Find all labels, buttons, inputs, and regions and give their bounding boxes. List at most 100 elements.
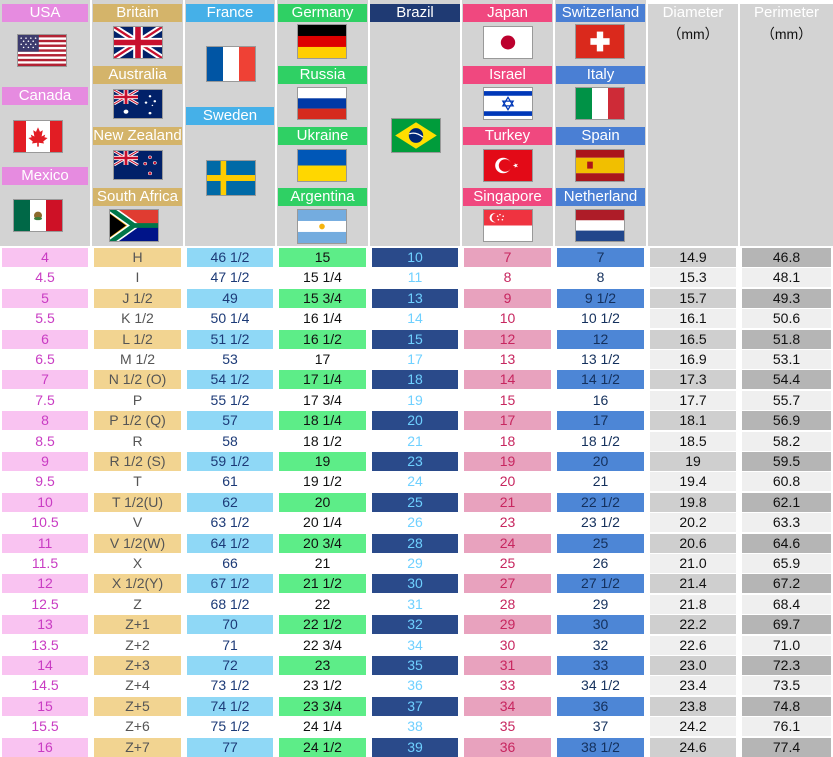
table-row: 15.5 Z+6 75 1/2 24 1/4 38 35 37 24.2 76.1 [0, 717, 833, 737]
header-usa: USA [2, 4, 88, 22]
table-row: 15 Z+5 74 1/2 23 3/4 37 34 36 23.8 74.8 [0, 696, 833, 717]
table-row: 6.5 M 1/2 53 17 17 13 13 1/2 16.9 53.1 [0, 350, 833, 370]
switzerland-size-cell: 29 [557, 594, 644, 614]
germany-size-cell: 15 1/4 [279, 268, 366, 288]
japan-size-cell: 9 [464, 288, 551, 308]
perimeter-cell: 62.1 [742, 492, 831, 512]
header-sweden: Sweden [186, 107, 274, 125]
header-germany: Germany [278, 4, 367, 22]
header-italy: Italy [556, 66, 645, 84]
diameter-cell: 23.0 [650, 656, 736, 675]
ukraine-flag-icon [297, 149, 347, 182]
france-size-cell: 74 1/2 [187, 696, 273, 716]
diameter-cell: 24.2 [650, 717, 736, 737]
us-size-cell: 15 [2, 696, 88, 716]
perimeter-cell: 48.1 [742, 268, 831, 288]
table-row: 6 L 1/2 51 1/2 16 1/2 15 12 12 16.5 51.8 [0, 329, 833, 350]
brazil-size-cell: 39 [372, 737, 458, 757]
perimeter-cell: 74.8 [742, 696, 831, 716]
brazil-size-cell: 25 [372, 492, 458, 512]
france-size-cell: 72 [187, 656, 273, 675]
header-israel: Israel [463, 66, 552, 84]
singapore-flag-icon [483, 209, 533, 242]
perimeter-cell: 51.8 [742, 329, 831, 349]
perimeter-cell: 58.2 [742, 431, 831, 451]
britain-size-cell: T 1/2(U) [94, 492, 181, 512]
japan-size-cell: 14 [464, 370, 551, 390]
germany-size-cell: 18 1/4 [279, 411, 366, 431]
switzerland-size-cell: 33 [557, 656, 644, 675]
us-size-cell: 7.5 [2, 390, 88, 410]
table-row: 5 J 1/2 49 15 3/4 13 9 9 1/2 15.7 49.3 [0, 288, 833, 309]
header-canada: Canada [2, 87, 88, 105]
header-group-usa: USA Canada Mexico [0, 0, 90, 246]
japan-size-cell: 12 [464, 329, 551, 349]
germany-size-cell: 22 [279, 594, 366, 614]
germany-size-cell: 18 1/2 [279, 431, 366, 451]
japan-size-cell: 8 [464, 268, 551, 288]
britain-size-cell: Z+7 [94, 737, 181, 757]
france-size-cell: 63 1/2 [187, 513, 273, 533]
perimeter-cell: 55.7 [742, 390, 831, 410]
diameter-cell: 19.8 [650, 492, 736, 512]
table-row: 7.5 P 55 1/2 17 3/4 19 15 16 17.7 55.7 [0, 390, 833, 411]
brazil-size-cell: 10 [372, 248, 458, 267]
switzerland-size-cell: 30 [557, 615, 644, 635]
britain-flag-icon [113, 26, 163, 59]
france-size-cell: 67 1/2 [187, 574, 273, 594]
perimeter-cell: 56.9 [742, 411, 831, 431]
perimeter-cell: 73.5 [742, 676, 831, 696]
switzerland-size-cell: 38 1/2 [557, 737, 644, 757]
diameter-cell: 20.6 [650, 533, 736, 553]
south-africa-flag-icon [109, 209, 159, 242]
brazil-size-cell: 34 [372, 635, 458, 655]
table-row: 4 H 46 1/2 15 10 7 7 14.9 46.8 [0, 248, 833, 268]
table-row: 14 Z+3 72 23 35 31 33 23.0 72.3 [0, 656, 833, 676]
table-row: 9.5 T 61 19 1/2 24 20 21 19.4 60.8 [0, 472, 833, 492]
perimeter-cell: 46.8 [742, 248, 831, 267]
france-size-cell: 51 1/2 [187, 329, 273, 349]
diameter-cell: 23.4 [650, 676, 736, 696]
table-row: 11 V 1/2(W) 64 1/2 20 3/4 28 24 25 20.6 64.6 [0, 533, 833, 554]
diameter-cell: 19.4 [650, 472, 736, 492]
usa-flag-icon [17, 34, 67, 67]
britain-size-cell: L 1/2 [94, 329, 181, 349]
brazil-size-cell: 24 [372, 472, 458, 492]
france-flag-icon [206, 46, 256, 82]
japan-size-cell: 10 [464, 309, 551, 329]
france-size-cell: 59 1/2 [187, 452, 273, 471]
russia-flag-icon [297, 87, 347, 120]
japan-size-cell: 35 [464, 717, 551, 737]
header-singapore: Singapore [463, 188, 552, 206]
header-group-diameter: Diameter （mm） [648, 0, 738, 246]
japan-size-cell: 24 [464, 533, 551, 553]
us-size-cell: 5.5 [2, 309, 88, 329]
table-row: 5.5 K 1/2 50 1/4 16 1/4 14 10 10 1/2 16.1 50.6 [0, 309, 833, 329]
header-russia: Russia [278, 66, 367, 84]
header-group-france: France Sweden [185, 0, 275, 246]
britain-size-cell: P 1/2 (Q) [94, 411, 181, 431]
diameter-cell: 21.8 [650, 594, 736, 614]
switzerland-size-cell: 10 1/2 [557, 309, 644, 329]
header-britain: Britain [93, 4, 182, 22]
sweden-flag-icon [206, 160, 256, 196]
table-row: 8.5 R 58 18 1/2 21 18 18 1/2 18.5 58.2 [0, 431, 833, 452]
switzerland-size-cell: 8 [557, 268, 644, 288]
diameter-cell: 15.3 [650, 268, 736, 288]
germany-size-cell: 23 1/2 [279, 676, 366, 696]
france-size-cell: 49 [187, 288, 273, 308]
diameter-cell: 15.7 [650, 288, 736, 308]
us-size-cell: 13.5 [2, 635, 88, 655]
us-size-cell: 12 [2, 574, 88, 594]
germany-size-cell: 19 1/2 [279, 472, 366, 492]
france-size-cell: 61 [187, 472, 273, 492]
switzerland-size-cell: 9 1/2 [557, 288, 644, 308]
brazil-size-cell: 20 [372, 411, 458, 431]
france-size-cell: 46 1/2 [187, 248, 273, 267]
britain-size-cell: H [94, 248, 181, 267]
perimeter-cell: 59.5 [742, 452, 831, 471]
switzerland-size-cell: 37 [557, 717, 644, 737]
germany-size-cell: 20 3/4 [279, 533, 366, 553]
perimeter-cell: 72.3 [742, 656, 831, 675]
japan-size-cell: 7 [464, 248, 551, 267]
